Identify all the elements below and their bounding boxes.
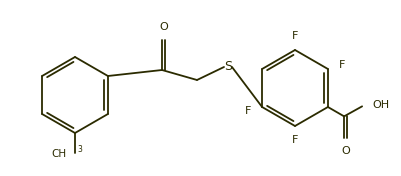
Text: OH: OH [372, 100, 389, 110]
Text: 3: 3 [77, 145, 82, 154]
Text: F: F [339, 60, 345, 70]
Text: O: O [341, 146, 350, 156]
Text: S: S [224, 61, 232, 74]
Text: CH: CH [52, 149, 67, 159]
Text: O: O [159, 22, 168, 32]
Text: F: F [292, 135, 298, 145]
Text: F: F [245, 106, 251, 116]
Text: F: F [292, 31, 298, 41]
